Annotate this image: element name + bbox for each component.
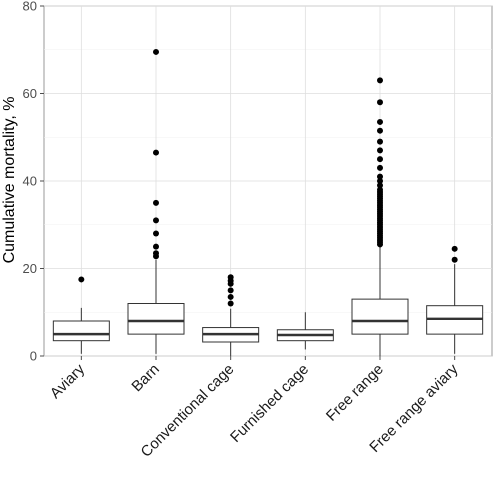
box-free-range: [351, 77, 409, 356]
outlier-point: [153, 243, 159, 250]
y-tick-label: 20: [23, 261, 37, 276]
outlier-point: [153, 230, 159, 237]
y-tick-label: 80: [23, 0, 37, 14]
y-tick-label: 60: [23, 86, 37, 101]
outlier-point: [153, 250, 159, 257]
outlier-point: [377, 182, 383, 189]
x-tick-label: Furnished cage: [227, 361, 312, 446]
box-barn: [127, 48, 185, 354]
outlier-point: [377, 173, 383, 180]
outlier-point: [377, 164, 383, 171]
outlier-point: [227, 287, 234, 294]
outlier-point: [377, 99, 383, 106]
x-tick-label: Aviary: [47, 360, 89, 402]
outlier-point: [451, 256, 458, 263]
outlier-point: [227, 293, 234, 300]
outlier-point: [377, 118, 383, 125]
y-tick-label: 0: [30, 349, 37, 364]
x-tick-label: Barn: [128, 361, 162, 395]
outlier-point: [377, 186, 383, 193]
outlier-point: [227, 300, 234, 307]
box-iqr: [351, 298, 409, 335]
outlier-point: [377, 77, 383, 84]
x-tick-label: Free range: [323, 361, 387, 425]
y-axis-title: Cumulative mortality, %: [1, 97, 18, 264]
y-tick-label: 40: [23, 174, 37, 189]
box-series: [52, 48, 484, 356]
y-axis: 0 20 40 60 80: [23, 0, 44, 364]
box-free-range-aviary: [426, 245, 484, 354]
outlier-point: [227, 274, 234, 281]
outlier-point: [377, 178, 383, 184]
outlier-point: [153, 149, 159, 156]
outlier-point: [78, 276, 85, 283]
box-aviary: [52, 276, 110, 354]
outlier-point: [153, 199, 159, 206]
box-iqr: [127, 303, 185, 335]
box-iqr: [52, 320, 110, 342]
outlier-point: [377, 156, 383, 163]
box-furnished-cage: [276, 312, 334, 350]
outlier-point: [377, 127, 383, 134]
outlier-point: [377, 138, 383, 145]
outlier-point: [153, 48, 159, 55]
outlier-point: [153, 217, 159, 224]
box-conventional-cage: [202, 274, 260, 356]
outlier-point: [377, 147, 383, 154]
outlier-point: [451, 245, 458, 252]
y-gridlines: [44, 5, 492, 357]
